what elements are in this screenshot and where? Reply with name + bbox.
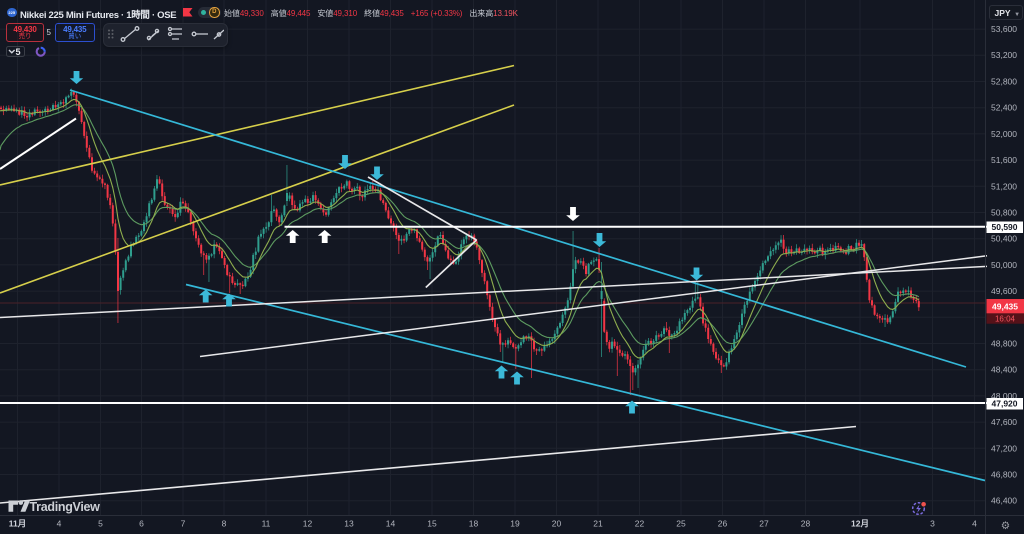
svg-text:50,590: 50,590 xyxy=(992,222,1018,232)
svg-text:47,200: 47,200 xyxy=(991,443,1017,453)
svg-text:49,600: 49,600 xyxy=(991,286,1017,296)
svg-text:50,000: 50,000 xyxy=(991,260,1017,270)
svg-text:19: 19 xyxy=(510,519,520,529)
svg-text:20: 20 xyxy=(552,519,562,529)
svg-text:48,800: 48,800 xyxy=(991,339,1017,349)
svg-text:47,600: 47,600 xyxy=(991,417,1017,427)
svg-text:15: 15 xyxy=(427,519,437,529)
svg-text:6: 6 xyxy=(139,519,144,529)
svg-text:8: 8 xyxy=(222,519,227,529)
svg-text:12月: 12月 xyxy=(851,519,869,529)
svg-text:28: 28 xyxy=(801,519,811,529)
svg-text:26: 26 xyxy=(718,519,728,529)
svg-text:22: 22 xyxy=(635,519,645,529)
svg-text:16:04: 16:04 xyxy=(995,314,1016,323)
svg-text:52,800: 52,800 xyxy=(991,77,1017,87)
svg-text:47,920: 47,920 xyxy=(992,399,1018,409)
svg-text:11: 11 xyxy=(262,519,271,529)
svg-text:52,000: 52,000 xyxy=(991,129,1017,139)
svg-text:13: 13 xyxy=(344,519,354,529)
svg-text:11月: 11月 xyxy=(9,519,27,529)
svg-text:50,400: 50,400 xyxy=(991,234,1017,244)
svg-text:51,600: 51,600 xyxy=(991,155,1017,165)
svg-text:48,000: 48,000 xyxy=(991,391,1017,401)
svg-text:⚙: ⚙ xyxy=(1001,520,1010,532)
svg-text:21: 21 xyxy=(593,519,603,529)
svg-text:14: 14 xyxy=(386,519,396,529)
svg-text:5: 5 xyxy=(98,519,103,529)
svg-text:52,400: 52,400 xyxy=(991,103,1017,113)
svg-text:46,400: 46,400 xyxy=(991,496,1017,506)
svg-text:12: 12 xyxy=(303,519,313,529)
svg-text:49,435: 49,435 xyxy=(992,302,1018,312)
svg-text:50,800: 50,800 xyxy=(991,208,1017,218)
svg-text:4: 4 xyxy=(57,519,62,529)
svg-text:TradingView: TradingView xyxy=(30,500,101,514)
svg-text:25: 25 xyxy=(676,519,686,529)
svg-text:46,800: 46,800 xyxy=(991,470,1017,480)
svg-text:53,200: 53,200 xyxy=(991,50,1017,60)
svg-text:3: 3 xyxy=(930,519,935,529)
svg-text:7: 7 xyxy=(181,519,186,529)
svg-text:51,200: 51,200 xyxy=(991,181,1017,191)
svg-text:18: 18 xyxy=(469,519,479,529)
svg-text:48,400: 48,400 xyxy=(991,365,1017,375)
svg-text:4: 4 xyxy=(972,519,977,529)
svg-text:53,600: 53,600 xyxy=(991,24,1017,34)
svg-text:27: 27 xyxy=(759,519,769,529)
